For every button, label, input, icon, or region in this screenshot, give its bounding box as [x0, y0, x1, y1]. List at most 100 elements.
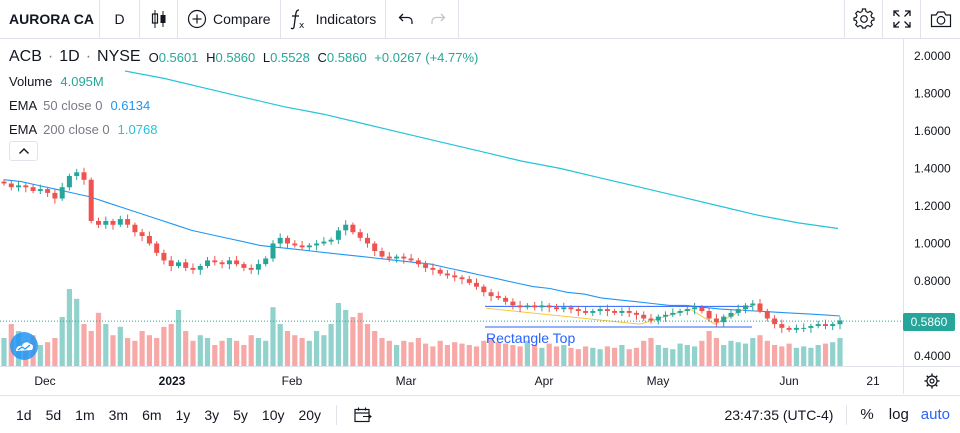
range-button-10y[interactable]: 10y — [261, 406, 285, 423]
volume-bar — [125, 338, 131, 366]
timezone-clock[interactable]: 23:47:35 (UTC-4) — [724, 406, 834, 423]
candle — [37, 184, 43, 195]
candle — [474, 278, 479, 290]
fx-icon: x — [290, 9, 305, 30]
candle — [546, 303, 552, 313]
change-value: +0.0267 (+4.77%) — [374, 49, 479, 65]
axis-settings-button[interactable] — [903, 366, 960, 394]
compare-button[interactable]: Compare — [178, 0, 281, 39]
compare-label: Compare — [213, 11, 271, 27]
volume-bar — [503, 343, 509, 366]
range-button-3m[interactable]: 3m — [108, 406, 129, 423]
range-button-3y[interactable]: 3y — [204, 406, 220, 423]
candle — [146, 231, 152, 246]
candle — [510, 298, 516, 310]
range-button-1m[interactable]: 1m — [75, 406, 95, 423]
volume-bar — [314, 331, 320, 366]
price-chart[interactable]: Rectangle Top — [0, 39, 903, 366]
candle — [372, 241, 378, 257]
volume-bar — [299, 338, 305, 366]
candle — [539, 300, 545, 312]
candle — [161, 249, 167, 265]
range-button-20y[interactable]: 20y — [298, 406, 322, 423]
date-range-button[interactable] — [345, 396, 381, 433]
volume-bar — [597, 349, 603, 366]
volume-bar — [88, 331, 94, 366]
legend-collapse-button[interactable] — [9, 141, 38, 161]
price-tick-label: 0.4000 — [914, 349, 951, 363]
candle — [830, 321, 836, 331]
legend-ema200-row[interactable]: EMA 200 close 0 1.0768 — [9, 117, 482, 141]
candle — [808, 323, 814, 333]
auto-scale-toggle[interactable]: auto — [920, 406, 950, 423]
candle — [154, 241, 160, 257]
candle — [481, 284, 487, 297]
candle — [81, 167, 87, 185]
time-axis[interactable]: Dec 2023 Feb Mar Apr May Jun 21 — [0, 366, 903, 394]
candle — [706, 307, 712, 322]
legend-ticker[interactable]: ACB — [9, 48, 42, 65]
candle — [219, 260, 225, 269]
fullscreen-button[interactable] — [882, 0, 920, 39]
candle — [343, 220, 349, 236]
screenshot-button[interactable] — [920, 0, 960, 39]
candle — [45, 186, 51, 197]
volume-bar — [692, 346, 698, 366]
log-scale-toggle[interactable]: log — [888, 406, 909, 423]
ema50-label: EMA — [9, 97, 38, 113]
candle — [30, 183, 36, 194]
indicators-button[interactable]: x Indicators — [281, 0, 387, 39]
volume-bar — [146, 335, 152, 366]
candle — [604, 304, 610, 317]
candle — [699, 305, 705, 314]
volume-bar — [401, 340, 407, 366]
volume-bar — [583, 346, 589, 366]
volume-bar — [801, 346, 807, 366]
settings-button[interactable] — [844, 0, 882, 39]
volume-bar — [721, 345, 727, 366]
range-button-1d[interactable]: 1d — [16, 406, 32, 423]
legend-volume-row[interactable]: Volume 4.095M — [9, 69, 482, 93]
interval-button[interactable]: D — [100, 0, 140, 39]
candle — [408, 254, 414, 263]
rectangle-top-pattern[interactable]: Rectangle Top — [485, 305, 752, 346]
candle — [357, 228, 363, 242]
candle — [226, 257, 232, 270]
volume-bar — [183, 331, 189, 366]
chart-type-button[interactable] — [140, 0, 178, 39]
chart-pane[interactable]: Rectangle Top — [0, 39, 903, 366]
volume-bar — [786, 343, 792, 366]
volume-bar — [103, 324, 109, 366]
candle — [764, 308, 770, 322]
candle — [735, 304, 741, 317]
volume-bar — [335, 303, 341, 366]
price-tick-label: 1.2000 — [914, 199, 951, 213]
symbol-search[interactable]: AURORA CA — [0, 0, 100, 39]
percent-scale-toggle[interactable]: % — [860, 406, 874, 423]
candle — [423, 260, 429, 272]
redo-button[interactable] — [422, 0, 460, 39]
legend-ema50-row[interactable]: EMA 50 close 0 0.6134 — [9, 93, 482, 117]
chevron-up-icon — [18, 148, 29, 154]
volume-bar — [132, 340, 138, 366]
tradingview-logo-icon[interactable] — [10, 332, 38, 360]
candle — [757, 299, 763, 314]
candle — [597, 305, 603, 316]
range-button-5d[interactable]: 5d — [45, 406, 62, 423]
range-button-1y[interactable]: 1y — [175, 406, 191, 423]
top-toolbar: AURORA CA D Compare x Indica — [0, 0, 960, 39]
candle — [255, 259, 261, 275]
candle — [335, 227, 341, 244]
legend-ohlc: O0.5601 H0.5860 L0.5528 C0.5860 +0.0267 … — [149, 50, 483, 65]
candle — [684, 305, 690, 316]
volume-bar — [561, 345, 567, 366]
range-button-5y[interactable]: 5y — [233, 406, 248, 423]
range-button-6m[interactable]: 6m — [142, 406, 162, 423]
volume-bar — [837, 338, 843, 366]
undo-button[interactable] — [386, 0, 422, 39]
volume-bar — [45, 342, 51, 366]
volume-bar — [568, 347, 574, 366]
candle — [292, 240, 298, 248]
volume-bar — [394, 345, 400, 366]
volume-bar — [241, 345, 247, 366]
